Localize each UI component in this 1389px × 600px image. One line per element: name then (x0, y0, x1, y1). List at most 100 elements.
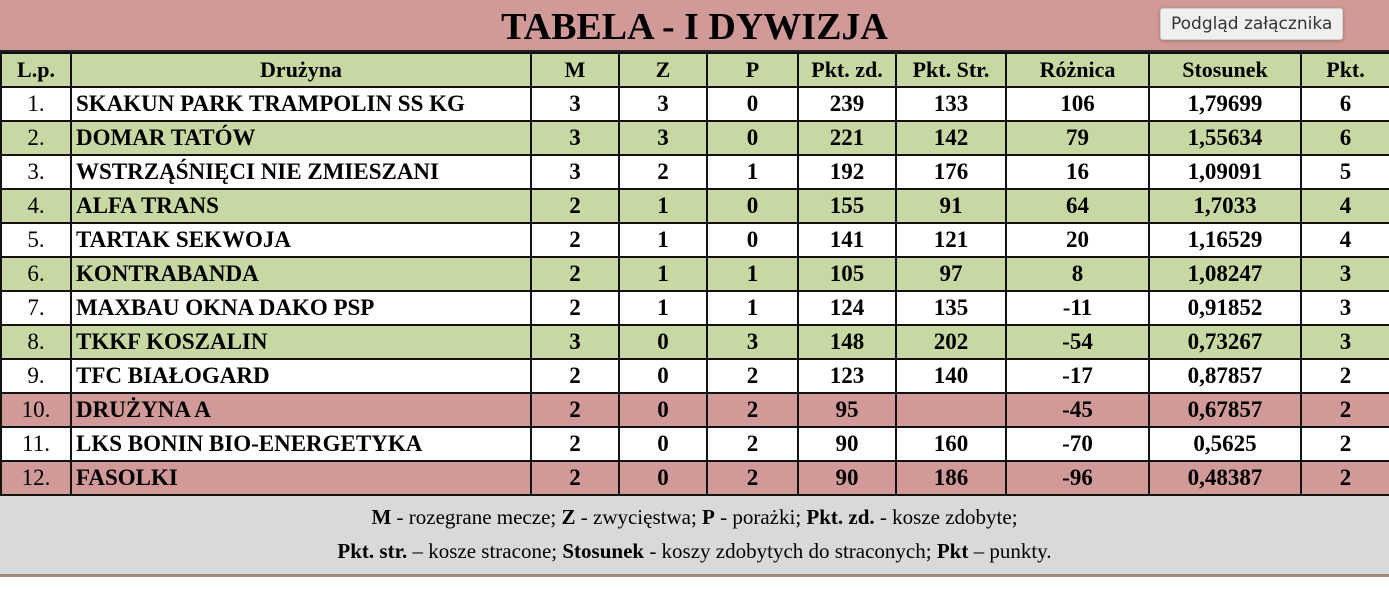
cell-ratio: 1,79699 (1148, 86, 1302, 122)
cell-team: WSTRZĄŚNIĘCI NIE ZMIESZANI (70, 154, 532, 190)
cell-team: TFC BIAŁOGARD (70, 358, 532, 394)
cell-m: 3 (530, 324, 620, 360)
legend-definition: - porażki; (714, 505, 807, 529)
cell-zd: 192 (797, 154, 897, 190)
cell-str: 142 (895, 120, 1007, 156)
cell-lp: 11. (0, 426, 72, 462)
cell-p: 1 (706, 290, 799, 326)
standings-table: L.p. Drużyna M Z P Pkt. zd. Pkt. Str. Różnica St… (0, 52, 1389, 496)
cell-team: DOMAR TATÓW (70, 120, 532, 156)
cell-p: 1 (706, 256, 799, 292)
column-header: Pkt. (1300, 52, 1389, 88)
cell-p: 2 (706, 426, 799, 462)
cell-pkt: 2 (1300, 392, 1389, 428)
legend-definition: - kosze zdobyte; (874, 505, 1018, 529)
cell-pkt: 6 (1300, 86, 1389, 122)
legend-definition: - koszy zdobytych do straconych; (644, 539, 937, 563)
table-row: 3. WSTRZĄŚNIĘCI NIE ZMIESZANI 3 2 1 192 176 16 1… (0, 154, 1389, 190)
cell-lp: 8. (0, 324, 72, 360)
cell-m: 2 (530, 188, 620, 224)
cell-m: 3 (530, 120, 620, 156)
legend-term: Z (561, 505, 576, 529)
cell-p: 0 (706, 188, 799, 224)
legend-line-1: M - rozegrane mecze; Z - zwycięstwa; P -… (0, 500, 1389, 534)
cell-team: MAXBAU OKNA DAKO PSP (70, 290, 532, 326)
legend-term: Stosunek (562, 539, 645, 563)
cell-zd: 155 (797, 188, 897, 224)
cell-team: FASOLKI (70, 460, 532, 496)
cell-ratio: 0,87857 (1148, 358, 1302, 394)
cell-m: 3 (530, 154, 620, 190)
cell-m: 2 (530, 426, 620, 462)
column-header: M (530, 52, 620, 88)
cell-team: TARTAK SEKWOJA (70, 222, 532, 258)
cell-p: 0 (706, 120, 799, 156)
cell-team: TKKF KOSZALIN (70, 324, 532, 360)
legend-line-2: Pkt. str. – kosze stracone; Stosunek - k… (0, 534, 1389, 568)
cell-z: 3 (618, 120, 708, 156)
column-header: L.p. (0, 52, 72, 88)
cell-p: 0 (706, 86, 799, 122)
cell-diff: 20 (1005, 222, 1150, 258)
cell-m: 2 (530, 290, 620, 326)
cell-lp: 12. (0, 460, 72, 496)
legend: M - rozegrane mecze; Z - zwycięstwa; P -… (0, 496, 1389, 577)
cell-str: 176 (895, 154, 1007, 190)
cell-zd: 239 (797, 86, 897, 122)
cell-m: 2 (530, 222, 620, 258)
legend-term: Pkt. zd. (806, 505, 875, 529)
cell-m: 2 (530, 392, 620, 428)
cell-team: ALFA TRANS (70, 188, 532, 224)
table-row: 12. FASOLKI 2 0 2 90 186 -96 0,48387 2 (0, 460, 1389, 496)
cell-team: KONTRABANDA (70, 256, 532, 292)
header-row: L.p. Drużyna M Z P Pkt. zd. Pkt. Str. Różnica St… (0, 52, 1389, 88)
cell-zd: 141 (797, 222, 897, 258)
cell-p: 0 (706, 222, 799, 258)
cell-diff: 16 (1005, 154, 1150, 190)
cell-z: 1 (618, 256, 708, 292)
cell-m: 2 (530, 460, 620, 496)
cell-z: 1 (618, 290, 708, 326)
cell-z: 0 (618, 358, 708, 394)
cell-pkt: 4 (1300, 222, 1389, 258)
cell-z: 0 (618, 460, 708, 496)
legend-definition: - rozegrane mecze; (391, 505, 562, 529)
cell-str: 202 (895, 324, 1007, 360)
cell-str (895, 392, 1007, 428)
cell-lp: 5. (0, 222, 72, 258)
cell-z: 1 (618, 222, 708, 258)
cell-z: 2 (618, 154, 708, 190)
cell-z: 3 (618, 86, 708, 122)
cell-zd: 124 (797, 290, 897, 326)
cell-pkt: 2 (1300, 358, 1389, 394)
cell-str: 186 (895, 460, 1007, 496)
cell-ratio: 1,7033 (1148, 188, 1302, 224)
column-header: Różnica (1005, 52, 1150, 88)
cell-diff: 106 (1005, 86, 1150, 122)
table-row: 2. DOMAR TATÓW 3 3 0 221 142 79 1,55634 6 (0, 120, 1389, 156)
cell-ratio: 0,91852 (1148, 290, 1302, 326)
cell-diff: -17 (1005, 358, 1150, 394)
cell-ratio: 0,48387 (1148, 460, 1302, 496)
cell-team: DRUŻYNA A (70, 392, 532, 428)
cell-team: SKAKUN PARK TRAMPOLIN SS KG (70, 86, 532, 122)
cell-pkt: 2 (1300, 460, 1389, 496)
cell-lp: 7. (0, 290, 72, 326)
cell-ratio: 1,09091 (1148, 154, 1302, 190)
cell-lp: 2. (0, 120, 72, 156)
legend-definition: – kosze stracone; (407, 539, 563, 563)
cell-ratio: 1,08247 (1148, 256, 1302, 292)
cell-str: 160 (895, 426, 1007, 462)
column-header: Z (618, 52, 708, 88)
legend-term: M (371, 505, 392, 529)
cell-p: 2 (706, 358, 799, 394)
cell-diff: -70 (1005, 426, 1150, 462)
table-row: 7. MAXBAU OKNA DAKO PSP 2 1 1 124 135 -11 0,9185… (0, 290, 1389, 326)
cell-str: 135 (895, 290, 1007, 326)
legend-definition: – punkty. (968, 539, 1052, 563)
cell-lp: 1. (0, 86, 72, 122)
cell-lp: 10. (0, 392, 72, 428)
cell-z: 1 (618, 188, 708, 224)
cell-pkt: 5 (1300, 154, 1389, 190)
cell-str: 91 (895, 188, 1007, 224)
